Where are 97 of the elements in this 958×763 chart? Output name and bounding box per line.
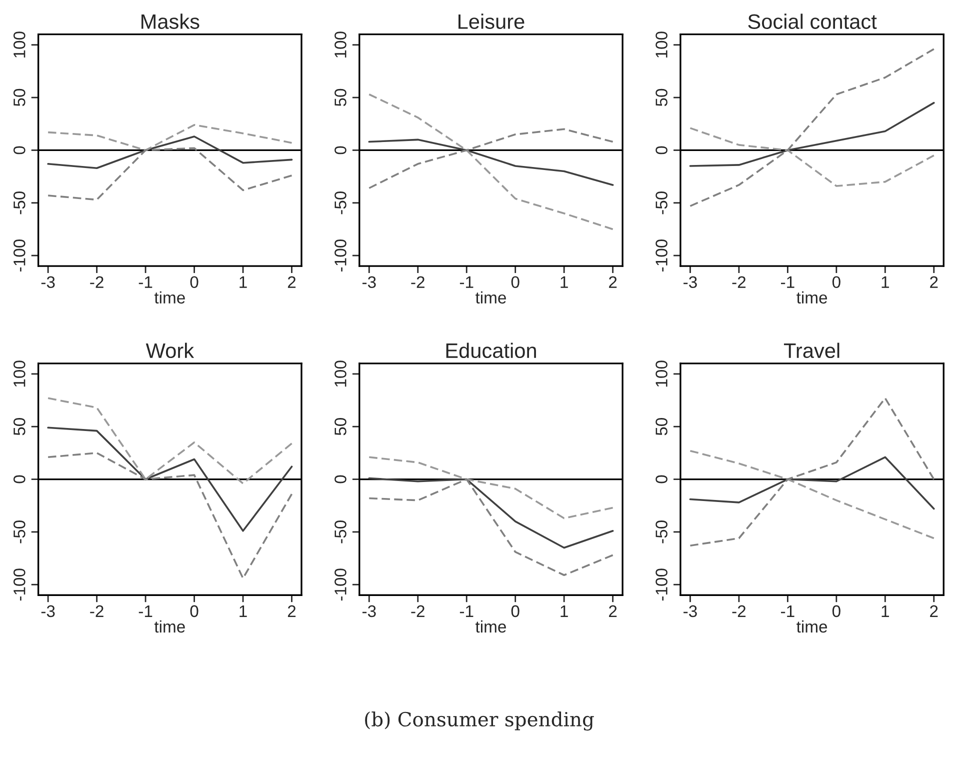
y-tick-label: 100 [334,32,346,58]
x-tick-label: -3 [684,276,697,288]
line-series [689,48,935,207]
x-axis-title: time [154,291,185,304]
y-tick-label: 50 [334,88,346,106]
x-tick-label: 0 [511,276,520,288]
y-tick-label: 50 [334,418,346,436]
line-series [47,136,293,170]
chart-title: Work [146,342,194,358]
x-tick-label: -2 [732,605,746,617]
x-tick-label: -1 [781,276,794,288]
x-axis-title: time [796,291,828,304]
y-tick-label: -100 [334,568,346,601]
y-tick-label: -50 [14,191,26,214]
line-series [689,127,935,187]
y-tick-label: -50 [334,191,346,214]
x-tick-label: -2 [411,605,424,617]
line-series [368,456,614,520]
y-tick-label: 0 [334,146,346,154]
x-axis-title: time [475,291,506,304]
line-series [368,138,614,186]
y-tick-label: 100 [656,360,668,387]
x-tick-label: 1 [882,605,889,617]
x-tick-label: 2 [288,605,296,617]
y-tick-label: -50 [656,520,668,544]
line-series [47,426,293,532]
y-tick-label: 50 [656,88,668,106]
x-tick-label: 2 [930,605,938,617]
y-tick-label: 50 [14,418,26,436]
text: (b) Consumer spending [365,711,594,731]
y-tick-label: 100 [14,32,26,58]
x-tick-label: 1 [882,276,889,288]
x-tick-label: 1 [240,276,247,288]
line-series [47,452,293,580]
x-tick-label: -3 [362,605,376,618]
x-tick-label: 0 [832,605,840,618]
x-tick-label: -3 [684,605,697,618]
x-tick-label: -3 [362,276,376,288]
y-tick-label: -50 [656,191,668,214]
line-series [47,147,293,201]
x-tick-label: 0 [511,605,520,618]
x-tick-label: -3 [41,605,55,618]
x-tick-label: -2 [90,605,104,617]
chart-title: Leisure [458,14,524,29]
y-tick-label: -100 [14,240,26,272]
line-series [689,102,935,167]
y-tick-label: 50 [656,418,668,436]
x-tick-label: 2 [609,276,617,288]
y-tick-label: 0 [656,475,668,484]
line-series [689,397,935,547]
line-series [368,128,614,190]
y-tick-label: -100 [334,240,346,272]
y-tick-label: -50 [334,520,346,544]
x-axis-title: time [154,620,185,633]
y-tick-label: -50 [14,520,26,544]
chart-title: Masks [142,14,200,29]
y-tick-label: 0 [14,475,26,484]
y-tick-label: 100 [656,32,668,58]
x-tick-label: -1 [460,276,474,288]
y-tick-label: -100 [656,240,668,272]
chart-title: Travel [784,342,840,358]
x-axis-title: time [475,620,506,633]
x-tick-label: -2 [732,276,746,288]
line-series [47,397,293,484]
x-tick-label: -1 [138,276,152,288]
x-tick-label: 2 [288,276,296,288]
x-tick-label: 1 [240,605,247,617]
y-tick-label: 0 [334,475,346,484]
x-axis-title: time [796,620,828,633]
y-tick-label: 100 [334,360,346,387]
line-series [368,93,614,230]
line-series [689,450,935,540]
x-tick-label: -3 [41,276,55,288]
x-tick-label: -1 [460,605,474,617]
x-tick-label: 1 [560,605,568,617]
x-tick-label: -2 [90,276,104,288]
x-tick-label: 0 [832,276,840,288]
line-series [368,477,614,549]
x-tick-label: -1 [781,605,794,617]
y-tick-label: 0 [14,146,26,154]
chart-title: Social contact [748,14,877,29]
x-tick-label: -2 [411,276,424,288]
line-series [368,478,614,576]
x-tick-label: 0 [190,276,198,288]
x-tick-label: 2 [609,605,617,617]
x-tick-label: 2 [930,276,938,288]
line-series [689,456,935,510]
y-tick-label: -100 [656,568,668,601]
y-tick-label: 0 [656,146,668,154]
x-tick-label: -1 [138,605,152,617]
y-tick-label: -100 [14,568,26,601]
chart-title: Education [446,342,536,358]
x-tick-label: 1 [560,276,568,288]
y-tick-label: 50 [14,88,26,106]
line-series [47,124,293,152]
x-tick-label: 0 [190,605,198,618]
y-tick-label: 100 [14,360,26,387]
